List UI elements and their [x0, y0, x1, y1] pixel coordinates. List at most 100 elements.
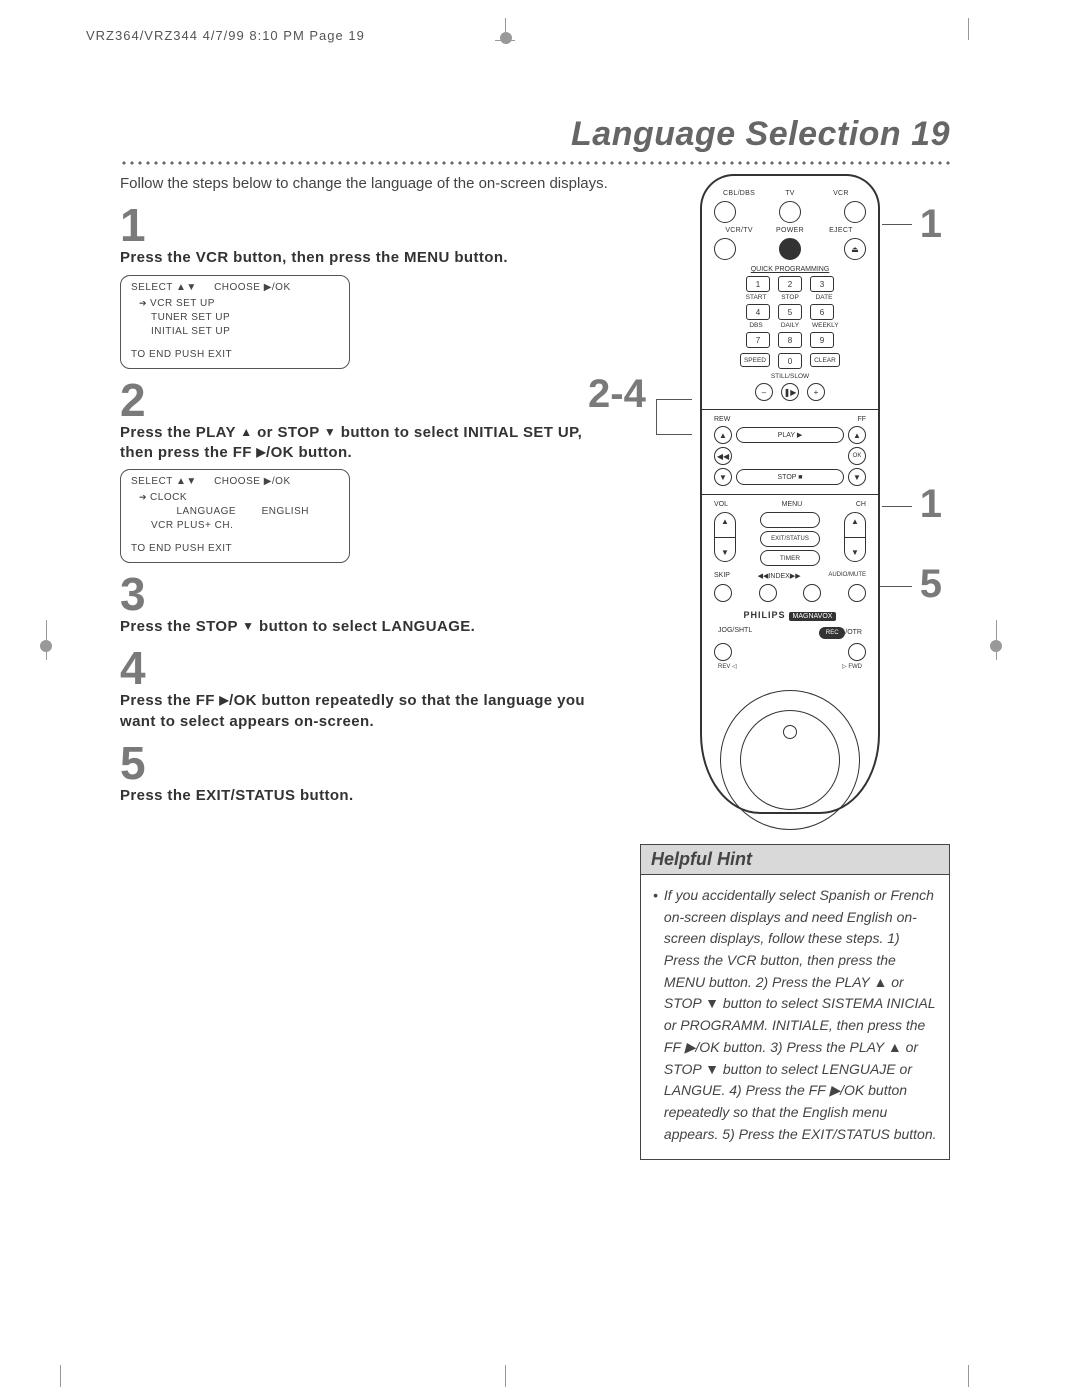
- step-4-text: Press the FF ▶/OK button repeatedly so t…: [120, 691, 610, 732]
- btn-vcr: [844, 201, 866, 223]
- btn-index-l: [759, 584, 777, 602]
- btn-menu: [760, 512, 820, 528]
- step-3-text: Press the STOP ▼ button to select LANGUA…: [120, 617, 610, 637]
- btn-rec: [848, 643, 866, 661]
- dotted-rule: [120, 160, 950, 166]
- key-5: 5: [778, 304, 802, 320]
- step-1-text: Press the VCR button, then press the MEN…: [120, 248, 610, 268]
- step-5-number: 5: [120, 740, 610, 786]
- lbl-tv: TV: [765, 190, 815, 197]
- osd-screen-1: SELECT ▲▼ CHOOSE ▶/OK VCR SET UP TUNER S…: [120, 275, 350, 369]
- title-text: Language Selection: [571, 115, 901, 153]
- lbl-rec: REC: [819, 627, 845, 639]
- intro-text: Follow the steps below to change the lan…: [120, 174, 610, 194]
- btn-play: PLAY ▶: [736, 427, 844, 443]
- btn-pause: ❚▶: [781, 383, 799, 401]
- btn-dn: ▼: [714, 468, 732, 486]
- btn-cbldbs: [714, 201, 736, 223]
- osd1-item-2: TUNER SET UP: [139, 311, 339, 325]
- key-7: 7: [746, 332, 770, 348]
- stop-down-icon: ▼: [324, 424, 336, 440]
- btn-eject: ⏏: [844, 238, 866, 260]
- btn-vcrtv: [714, 238, 736, 260]
- print-header: VRZ364/VRZ344 4/7/99 8:10 PM Page 19: [86, 28, 365, 43]
- helpful-hint-box: Helpful Hint •If you accidentally select…: [640, 844, 950, 1160]
- osd2-lang-label: LANGUAGE: [177, 505, 237, 519]
- sub-start: START: [744, 294, 768, 301]
- key-1: 1: [746, 276, 770, 292]
- s2-a: Press the PLAY: [120, 424, 240, 441]
- play-up-icon: ▲: [240, 424, 252, 440]
- key-4: 4: [746, 304, 770, 320]
- callout-line-24c: [656, 434, 692, 435]
- btn-tv: [779, 201, 801, 223]
- callout-2-4: 2-4: [588, 374, 646, 414]
- osd1-item-3: INITIAL SET UP: [139, 325, 339, 339]
- hint-title: Helpful Hint: [641, 845, 949, 875]
- step-1-number: 1: [120, 202, 610, 248]
- lbl-revj: REV ◁: [718, 663, 737, 670]
- osd2-item-3: VCR PLUS+ CH.: [139, 519, 339, 533]
- key-3: 3: [810, 276, 834, 292]
- key-speed: SPEED: [740, 353, 770, 367]
- step-2-number: 2: [120, 377, 610, 423]
- lbl-cbldbs: CBL/DBS: [714, 190, 764, 197]
- lbl-still: STILL/SLOW: [714, 373, 866, 380]
- callout-1-mid: 1: [920, 484, 942, 524]
- s3-b: button to select LANGUAGE.: [254, 618, 475, 635]
- osd2-item-1: CLOCK: [139, 491, 339, 505]
- osd2-item-2: LANGUAGE ENGLISH: [139, 505, 339, 519]
- s2-b: or STOP: [253, 424, 324, 441]
- btn-rew: ◀◀: [714, 447, 732, 465]
- osd2-footer: TO END PUSH EXIT: [131, 543, 339, 554]
- btn-dn2: ▼: [848, 468, 866, 486]
- step-4-number: 4: [120, 645, 610, 691]
- osd1-select: SELECT ▲▼: [131, 282, 197, 293]
- osd2-select: SELECT ▲▼: [131, 476, 197, 487]
- lbl-skip: SKIP: [714, 572, 730, 580]
- btn-ok: OK: [848, 447, 866, 465]
- title-page-num: 19: [911, 115, 950, 153]
- callout-line-24a: [656, 399, 692, 400]
- btn-exit: EXIT/STATUS: [760, 531, 820, 547]
- lbl-audio: AUDIO/MUTE: [828, 572, 866, 580]
- instructions-column: Follow the steps below to change the lan…: [120, 174, 610, 1160]
- sub-daily: DAILY: [778, 322, 802, 329]
- lbl-fwdj: ▷ FWD: [842, 663, 862, 670]
- callout-line-1b: [882, 506, 912, 507]
- btn-up: ▲: [714, 426, 732, 444]
- key-6: 6: [810, 304, 834, 320]
- btn-timer: TIMER: [760, 550, 820, 566]
- brand-row: PHILIPSMAGNAVOX: [714, 610, 866, 621]
- key-9: 9: [810, 332, 834, 348]
- brand-magnavox: MAGNAVOX: [789, 612, 837, 621]
- remote-column: 1 2-4 1 5 CBL/DBS TV VCR: [640, 174, 950, 1160]
- page-content: Language Selection 19 Follow the steps b…: [120, 115, 950, 1160]
- osd-screen-2: SELECT ▲▼ CHOOSE ▶/OK CLOCK LANGUAGE ENG…: [120, 469, 350, 563]
- lbl-otr: /OTR: [845, 629, 862, 636]
- s3-a: Press the STOP: [120, 618, 242, 635]
- step-2-text: Press the PLAY ▲ or STOP ▼ button to sel…: [120, 423, 610, 464]
- lbl-ch: CH: [856, 501, 866, 508]
- btn-index-r: [803, 584, 821, 602]
- key-0: 0: [778, 353, 802, 369]
- lbl-eject: EJECT: [816, 227, 866, 234]
- page-title: Language Selection 19: [120, 115, 950, 154]
- btn-skip: [714, 584, 732, 602]
- rocker-ch: ▲▼: [844, 512, 866, 562]
- lbl-ff: FF: [857, 416, 866, 423]
- lbl-vcr: VCR: [816, 190, 866, 197]
- sub-stop: STOP: [778, 294, 802, 301]
- osd2-choose: CHOOSE ▶/OK: [214, 476, 291, 487]
- hint-text: If you accidentally select Spanish or Fr…: [664, 885, 937, 1145]
- key-clear: CLEAR: [810, 353, 840, 367]
- stop-down-icon-2: ▼: [242, 618, 254, 634]
- osd1-footer: TO END PUSH EXIT: [131, 349, 339, 360]
- step-3-number: 3: [120, 571, 610, 617]
- lbl-index: ◀◀INDEX▶▶: [758, 572, 801, 580]
- rocker-vol: ▲▼: [714, 512, 736, 562]
- lbl-vcrtv: VCR/TV: [714, 227, 764, 234]
- btn-stop: STOP ■: [736, 469, 844, 485]
- key-2: 2: [778, 276, 802, 292]
- step-5-text: Press the EXIT/STATUS button.: [120, 786, 610, 806]
